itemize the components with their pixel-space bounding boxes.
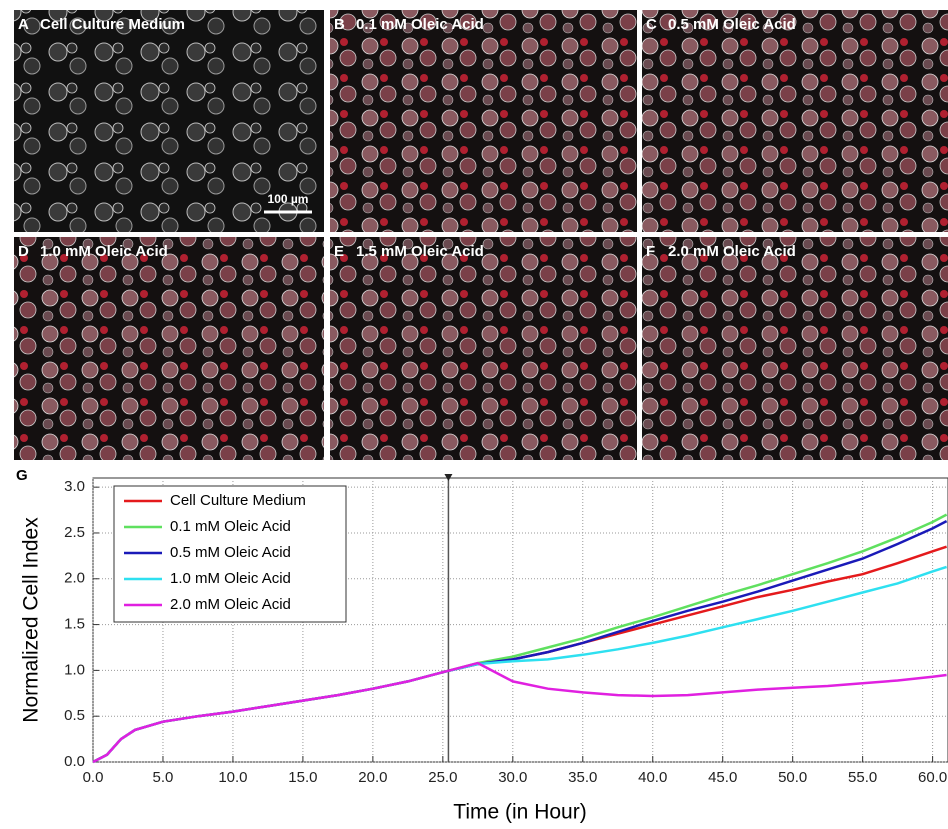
y-axis-title: Normalized Cell Index: [20, 517, 43, 723]
micrograph: [642, 10, 948, 232]
x-tick-label: 55.0: [848, 769, 877, 786]
panel-label: 2.0 mM Oleic Acid: [668, 243, 796, 260]
panel-label: 0.1 mM Oleic Acid: [356, 16, 484, 33]
panel-label: 1.0 mM Oleic Acid: [40, 243, 168, 260]
y-tick-label: 2.0: [64, 570, 85, 587]
micrograph: [330, 237, 637, 460]
micrograph: [330, 10, 637, 232]
chart: G Time (in Hour) Normalized Cell Index 0…: [16, 467, 948, 824]
x-tick-label: 10.0: [218, 769, 247, 786]
legend-label: 2.0 mM Oleic Acid: [170, 596, 291, 613]
x-tick-label: 40.0: [638, 769, 667, 786]
micrograph: [14, 237, 324, 460]
panel-letter: F: [646, 243, 655, 260]
figure: ACell Culture MediumB0.1 mM Oleic AcidC0…: [0, 0, 948, 829]
x-tick-label: 15.0: [288, 769, 317, 786]
y-tick-label: 1.5: [64, 616, 85, 633]
x-tick-label: 50.0: [778, 769, 807, 786]
legend-label: 1.0 mM Oleic Acid: [170, 570, 291, 587]
panel-letter: A: [18, 16, 29, 33]
panel-letter: G: [16, 467, 28, 484]
y-tick-label: 3.0: [64, 478, 85, 495]
panel-letter: B: [334, 16, 345, 33]
x-tick-label: 5.0: [153, 769, 174, 786]
y-tick-label: 1.0: [64, 661, 85, 678]
panel-label: 0.5 mM Oleic Acid: [668, 16, 796, 33]
y-tick-label: 0.5: [64, 707, 85, 724]
panel-label: 1.5 mM Oleic Acid: [356, 243, 484, 260]
legend-label: 0.1 mM Oleic Acid: [170, 518, 291, 535]
y-tick-label: 2.5: [64, 524, 85, 541]
panel-letter: D: [18, 243, 29, 260]
x-tick-label: 20.0: [358, 769, 387, 786]
panel-letter: C: [646, 16, 657, 33]
x-tick-label: 45.0: [708, 769, 737, 786]
micrograph: [642, 237, 948, 460]
x-tick-label: 25.0: [428, 769, 457, 786]
legend-label: 0.5 mM Oleic Acid: [170, 544, 291, 561]
x-tick-label: 60.0: [918, 769, 947, 786]
x-axis-title: Time (in Hour): [453, 801, 586, 824]
x-tick-label: 0.0: [83, 769, 104, 786]
x-tick-label: 35.0: [568, 769, 597, 786]
x-tick-label: 30.0: [498, 769, 527, 786]
y-tick-label: 0.0: [64, 753, 85, 770]
legend-label: Cell Culture Medium: [170, 492, 306, 509]
panel-letter: E: [334, 243, 344, 260]
scale-bar-label: 100 µm: [268, 192, 309, 206]
panel-label: Cell Culture Medium: [40, 16, 185, 33]
